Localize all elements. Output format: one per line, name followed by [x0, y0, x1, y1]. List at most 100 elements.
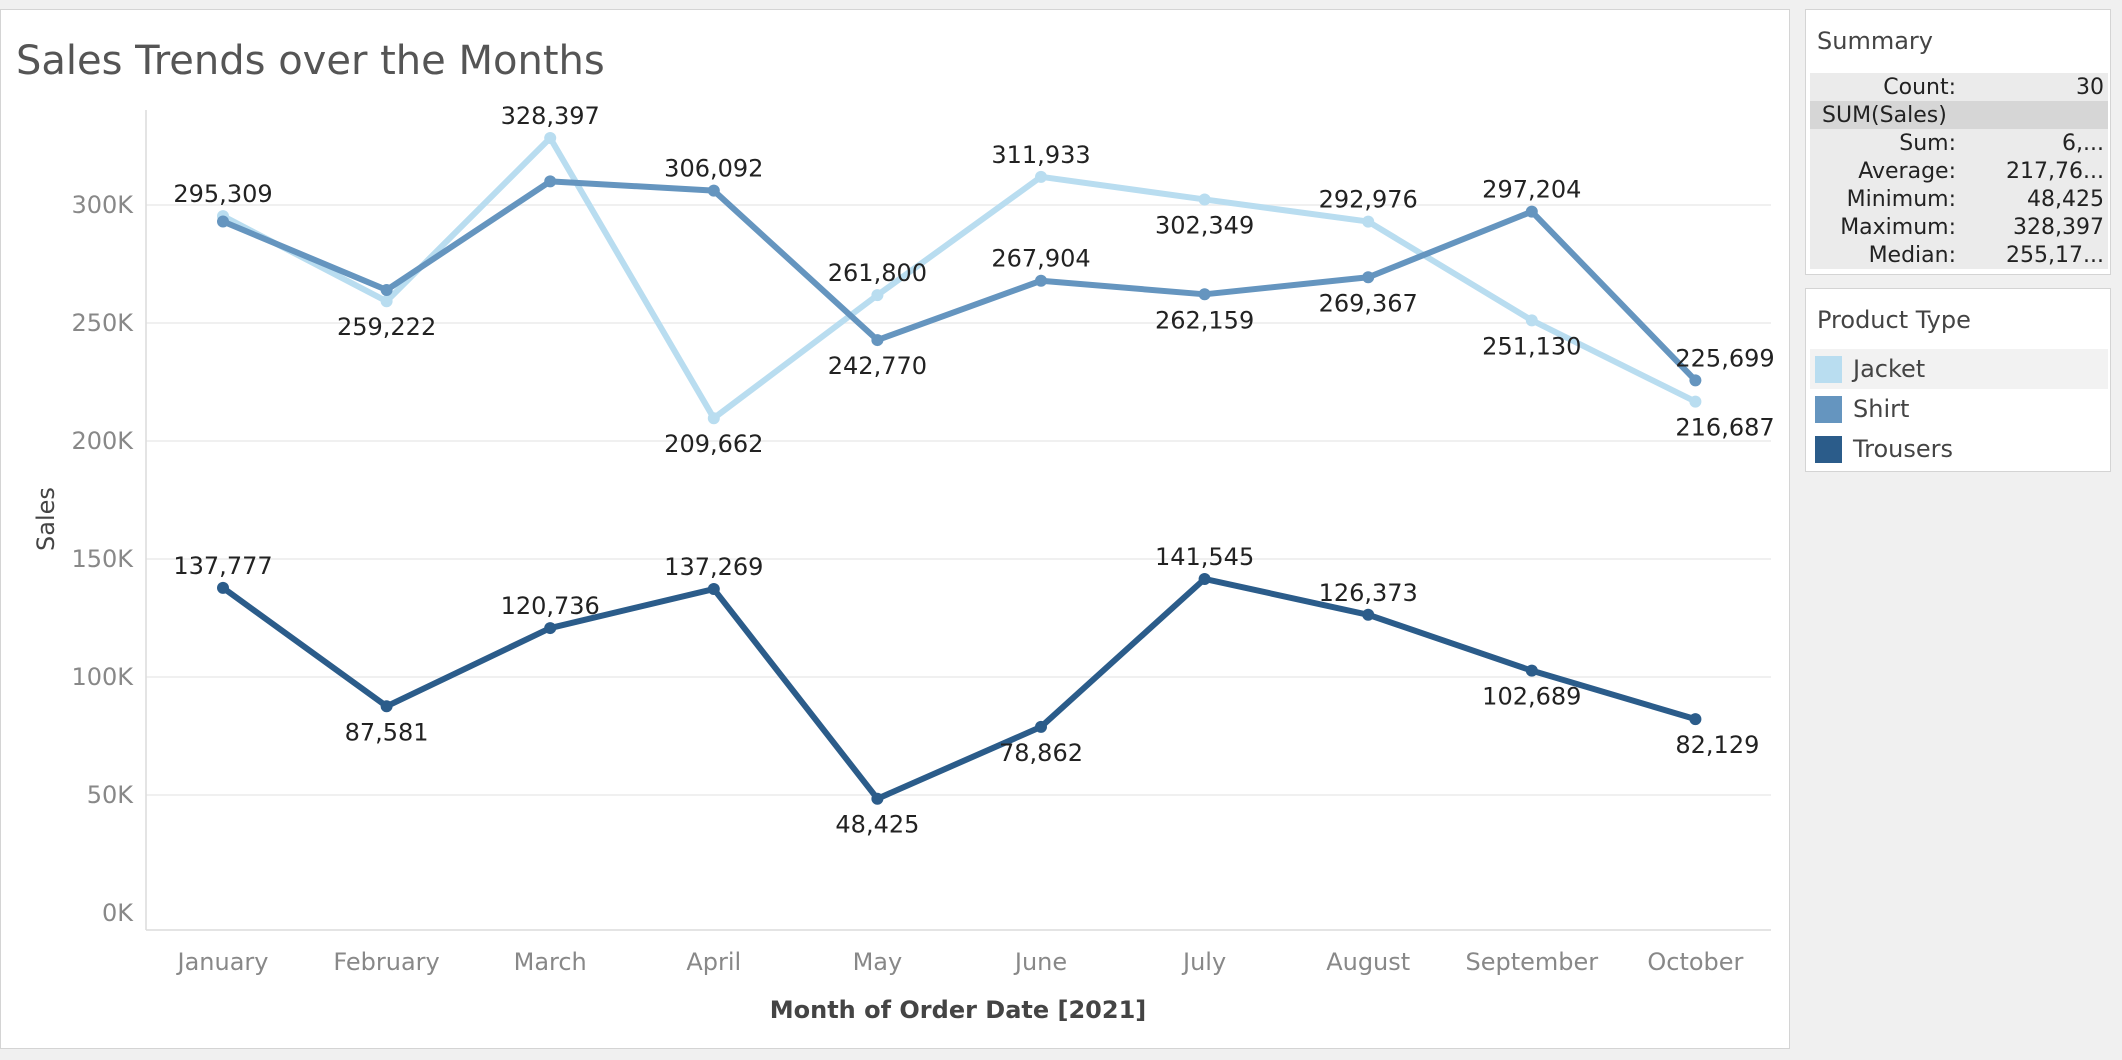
summary-measure-header: SUM(Sales) [1810, 101, 2108, 129]
y-tick-label: 200K [71, 427, 134, 455]
data-point-jacket [1525, 314, 1538, 327]
summary-stats: Count: 30 SUM(Sales) Sum: 6,... Average:… [1810, 73, 2108, 269]
legend-swatch-trousers [1815, 435, 1842, 463]
data-point-trousers [217, 581, 229, 594]
data-label-trousers: 87,581 [345, 718, 429, 746]
data-point-jacket [544, 131, 557, 144]
legend-panel: Product Type Jacket Shirt Trousers [1805, 288, 2111, 472]
summary-row-label: Minimum: [1846, 186, 1956, 212]
summary-row-label: Maximum: [1840, 214, 1956, 240]
data-label-trousers: 126,373 [1319, 579, 1418, 607]
y-tick-label: 100K [71, 663, 134, 691]
data-point-trousers [1035, 720, 1047, 733]
summary-row-value: 328,397 [2013, 214, 2104, 240]
summary-row: Average: 217,76... [1810, 157, 2108, 185]
data-label-shirt: 297,204 [1482, 176, 1581, 204]
data-point-shirt [1689, 374, 1702, 387]
data-point-shirt [1525, 205, 1538, 218]
x-axis-title: Month of Order Date [2021] [770, 996, 1147, 1024]
data-point-trousers [1198, 572, 1211, 585]
data-label-trousers: 78,862 [999, 739, 1083, 767]
data-point-jacket [707, 412, 720, 425]
summary-row-value: 6,... [2062, 130, 2104, 156]
data-label-trousers: 102,689 [1482, 683, 1581, 711]
summary-row: Maximum: 328,397 [1810, 213, 2108, 241]
data-point-trousers [544, 622, 557, 635]
summary-row-value: 217,76... [2006, 158, 2104, 184]
data-point-shirt [380, 283, 393, 296]
summary-row-label: Median: [1868, 242, 1956, 268]
data-label-jacket: 209,662 [664, 430, 763, 458]
data-point-shirt [707, 184, 720, 197]
data-label-jacket: 259,222 [337, 313, 436, 341]
data-label-shirt: 267,904 [991, 245, 1090, 273]
data-label-trousers: 137,269 [664, 553, 763, 581]
summary-row: Minimum: 48,425 [1810, 185, 2108, 213]
data-label-shirt: 225,699 [1675, 344, 1774, 372]
data-label-jacket: 216,687 [1675, 414, 1774, 442]
x-tick-label: October [1647, 948, 1743, 976]
summary-title: Summary [1817, 27, 1933, 55]
data-point-shirt [1198, 288, 1211, 301]
line-chart[interactable]: 0K 50K 100K 150K 200K 250K 300K January February… [1, 10, 1789, 1048]
data-label-jacket: 302,349 [1155, 211, 1254, 239]
series-layer [217, 131, 1702, 805]
legend-items: Jacket Shirt Trousers [1810, 349, 2108, 469]
y-tick-label: 300K [71, 191, 134, 219]
x-tick-label: September [1465, 948, 1598, 976]
data-label-trousers: 137,777 [173, 552, 272, 580]
x-tick-label: June [1013, 948, 1067, 976]
y-tick-label: 250K [71, 309, 134, 337]
summary-count-row: Count: 30 [1810, 73, 2108, 101]
summary-count-value: 30 [2076, 74, 2104, 100]
data-point-trousers [1362, 608, 1375, 621]
data-label-trousers: 82,129 [1675, 731, 1759, 759]
x-tick-label: May [853, 948, 903, 976]
chart-panel: Sales Trends over the Months 0K 50K 100K 15… [0, 9, 1790, 1049]
data-labels: 295,309 259,222 328,397 209,662 261,800 311,9… [173, 102, 1774, 839]
legend-swatch-jacket [1815, 355, 1842, 383]
summary-row-label: Sum: [1899, 130, 1956, 156]
x-tick-label: February [333, 948, 439, 976]
summary-count-label: Count: [1883, 74, 1956, 100]
data-point-shirt [871, 334, 884, 347]
summary-row: Median: 255,17... [1810, 241, 2108, 269]
x-tick-label: July [1181, 948, 1226, 976]
legend-swatch-shirt [1815, 395, 1842, 423]
data-label-trousers: 120,736 [501, 592, 600, 620]
data-point-trousers [380, 700, 393, 713]
data-label-trousers: 48,425 [835, 811, 919, 839]
legend-item-shirt[interactable]: Shirt [1810, 389, 2108, 429]
legend-item-trousers[interactable]: Trousers [1810, 429, 2108, 469]
data-label-jacket: 292,976 [1319, 186, 1418, 214]
data-point-shirt [544, 175, 557, 188]
data-point-trousers [871, 792, 884, 805]
gridlines [146, 204, 1771, 796]
legend-item-jacket[interactable]: Jacket [1810, 349, 2108, 389]
legend-label-jacket: Jacket [1853, 355, 1926, 383]
data-label-shirt: 262,159 [1155, 306, 1254, 334]
data-point-trousers [1689, 713, 1702, 726]
data-point-jacket [871, 289, 884, 302]
data-label-shirt: 242,770 [828, 352, 927, 380]
data-point-jacket [1689, 395, 1702, 408]
y-tick-label: 150K [71, 545, 134, 573]
summary-row-label: Average: [1858, 158, 1956, 184]
legend-label-shirt: Shirt [1853, 395, 1910, 423]
data-label-jacket: 251,130 [1482, 332, 1581, 360]
legend-title: Product Type [1817, 306, 1971, 334]
x-tick-label: January [176, 948, 269, 976]
data-point-shirt [1035, 274, 1047, 287]
summary-row-value: 48,425 [2027, 186, 2104, 212]
y-axis-title: Sales [32, 487, 60, 551]
data-label-jacket: 311,933 [991, 141, 1090, 169]
data-label-shirt: 306,092 [664, 155, 763, 183]
y-tick-label: 50K [87, 781, 135, 809]
data-point-shirt [1362, 271, 1375, 284]
chart-title: Sales Trends over the Months [16, 38, 605, 84]
data-label-jacket: 261,800 [828, 259, 927, 287]
summary-panel: Summary Count: 30 SUM(Sales) Sum: 6,... … [1805, 9, 2111, 275]
data-label-trousers: 141,545 [1155, 543, 1254, 571]
data-label-jacket: 328,397 [501, 102, 600, 130]
data-point-jacket [1198, 193, 1211, 206]
